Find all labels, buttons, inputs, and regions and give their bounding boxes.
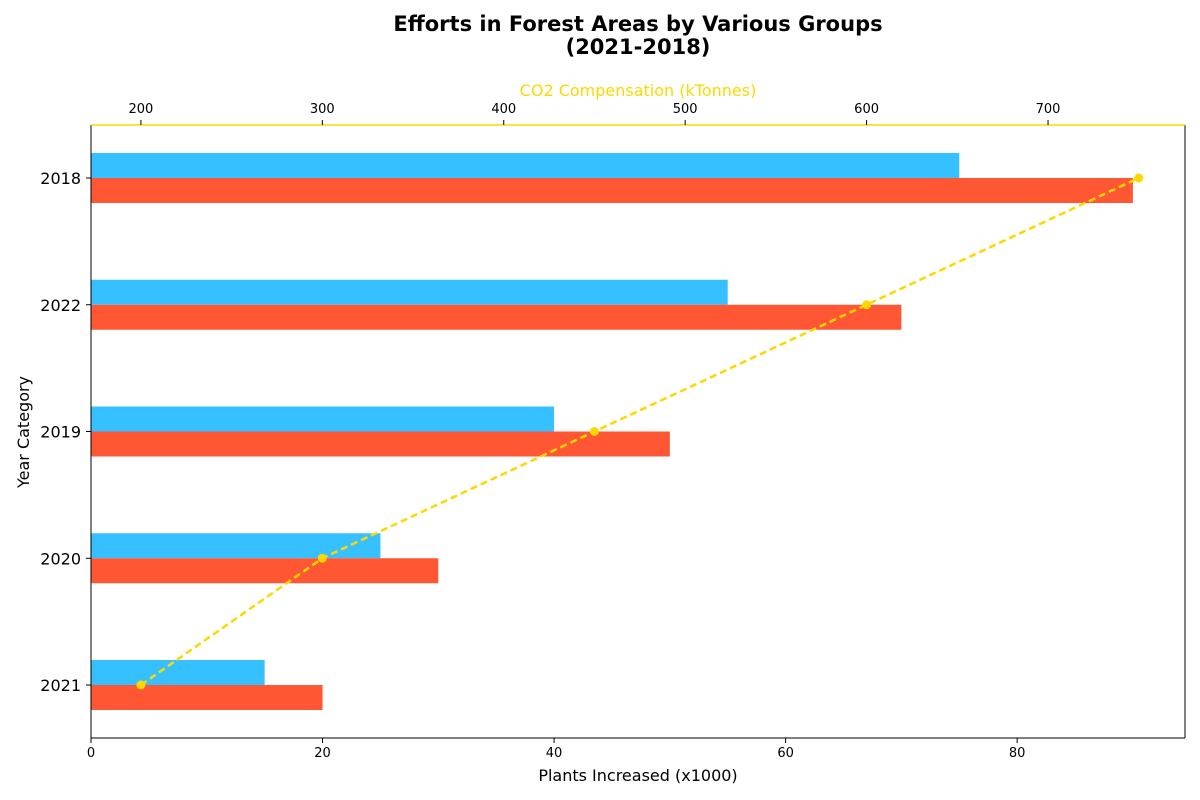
y-tick-label-2020: 2020 xyxy=(40,549,81,568)
x2-tick-label-200: 200 xyxy=(128,102,153,117)
bar-red-2018 xyxy=(91,178,1133,203)
chart-title-line2: (2021-2018) xyxy=(566,35,711,59)
bar-blue-2022 xyxy=(91,279,728,305)
top-axis-label: CO2 Compensation (kTonnes) xyxy=(520,81,757,100)
bar-red-2021 xyxy=(91,685,323,710)
co2-point-2022 xyxy=(862,300,872,310)
bar-blue-2021 xyxy=(91,660,265,685)
x2-tick-label-500: 500 xyxy=(673,102,698,117)
x-tick-label-0: 0 xyxy=(87,746,95,761)
y-tick-label-2018: 2018 xyxy=(40,169,81,188)
y-axis-label: Year Category xyxy=(14,376,33,489)
x-tick-label-40: 40 xyxy=(546,746,563,761)
y-tick-label-2022: 2022 xyxy=(40,296,81,315)
co2-point-2019 xyxy=(589,427,599,436)
co2-point-2020 xyxy=(317,553,327,563)
x-tick-label-60: 60 xyxy=(777,746,794,761)
x2-tick-label-600: 600 xyxy=(854,102,879,117)
bar-blue-2018 xyxy=(91,153,960,178)
x2-tick-label-400: 400 xyxy=(491,102,516,117)
x2-tick-label-300: 300 xyxy=(310,102,335,117)
bar-red-2019 xyxy=(91,431,670,457)
plot-area: 0 20 40 60 80 200 300 400 500 600 700 2021 2020 2019 2… xyxy=(40,102,1186,761)
bar-blue-2019 xyxy=(91,406,555,432)
x-axis-label: Plants Increased (x1000) xyxy=(538,766,737,785)
x2-tick-label-700: 700 xyxy=(1036,102,1061,117)
x-tick-label-20: 20 xyxy=(314,746,331,761)
bar-blue-2020 xyxy=(91,533,381,559)
bar-red-2022 xyxy=(91,304,902,330)
co2-point-2021 xyxy=(136,680,146,690)
chart-title-line1: Efforts in Forest Areas by Various Group… xyxy=(393,12,882,36)
bar-red-2020 xyxy=(91,558,439,584)
x-tick-label-80: 80 xyxy=(1009,746,1026,761)
co2-point-2018 xyxy=(1134,173,1144,183)
y-tick-label-2021: 2021 xyxy=(40,676,81,695)
y-tick-label-2019: 2019 xyxy=(40,423,81,442)
